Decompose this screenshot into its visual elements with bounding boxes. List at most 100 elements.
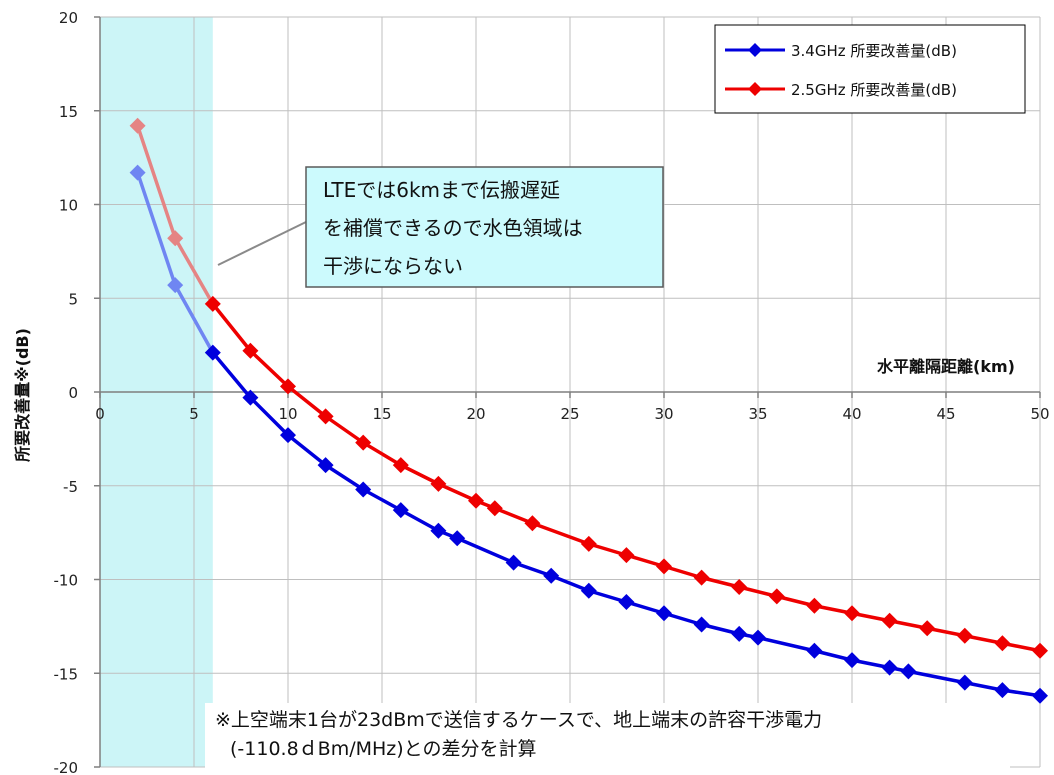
series-line-segment [173, 236, 215, 306]
series-line-segment [493, 506, 535, 525]
y-tick-label: 0 [68, 384, 78, 402]
series-line-segment [662, 611, 704, 627]
series-line-segment [323, 414, 365, 445]
data-point [693, 569, 710, 586]
data-point [355, 481, 372, 498]
data-point [129, 117, 146, 134]
data-point [317, 457, 334, 474]
x-tick-label: 20 [466, 405, 485, 423]
data-point [731, 625, 748, 642]
series-line-segment [135, 124, 177, 240]
callout-box [305, 166, 664, 288]
axes [94, 16, 1041, 768]
series-line-segment [323, 463, 365, 492]
data-point [430, 475, 447, 492]
data-point [656, 605, 672, 622]
data-point [129, 164, 146, 181]
data-point [618, 547, 635, 564]
series-line-segment [624, 553, 666, 569]
y-tick-label: 20 [59, 9, 78, 27]
data-point [430, 522, 447, 539]
footnote: ※上空端末1台が23dBmで送信するケースで、地上端末の許容干渉電力 (-110… [205, 703, 1010, 768]
series-line-segment [530, 521, 591, 546]
series-layer [129, 117, 1048, 704]
series-line-segment [906, 669, 967, 685]
data-point [731, 579, 748, 595]
y-axis-title: 所要改善量※(dB) [13, 328, 32, 462]
series-line-segment [211, 302, 253, 353]
data-point [449, 530, 466, 547]
series-line-segment [511, 560, 553, 578]
series-line-segment [135, 170, 177, 287]
x-tick-label: 30 [654, 405, 673, 423]
data-point [956, 627, 973, 644]
legend-box [714, 24, 1026, 114]
data-point [806, 642, 823, 659]
series-line-segment [399, 508, 441, 533]
series-line-segment [662, 564, 704, 580]
series-0 [129, 164, 1048, 704]
series-line-segment [549, 574, 591, 593]
data-point [900, 663, 917, 680]
data-point [505, 554, 522, 571]
x-tick-label: 40 [842, 405, 861, 423]
legend-marker-3-4ghz [748, 43, 762, 57]
callout-line-3: 干渉にならない [323, 254, 463, 278]
series-line-segment [211, 350, 253, 400]
x-axis-title: 水平離隔距離(km) [877, 357, 1015, 376]
series-line-segment [624, 600, 666, 615]
data-point [242, 342, 259, 359]
data-point [656, 558, 672, 575]
legend: 3.4GHz 所要改善量(dB) 2.5GHz 所要改善量(dB) [714, 24, 1026, 114]
data-point [280, 378, 296, 395]
y-tick-label: 10 [59, 197, 78, 215]
legend-label-3-4ghz: 3.4GHz 所要改善量(dB) [791, 42, 957, 60]
data-point [317, 408, 334, 425]
series-line-segment [399, 463, 441, 486]
x-tick-label: 15 [372, 405, 391, 423]
legend-label-2-5ghz: 2.5GHz 所要改善量(dB) [791, 81, 957, 99]
data-point [468, 492, 484, 509]
x-tick-label: 50 [1030, 405, 1049, 423]
series-line-segment [248, 349, 290, 389]
data-point [1032, 642, 1048, 659]
data-point [580, 582, 597, 599]
callout-leader-line [217, 221, 307, 266]
data-point [806, 597, 823, 614]
data-point [524, 515, 541, 532]
x-tick-label: 0 [95, 405, 105, 423]
data-point [280, 427, 296, 444]
data-point [355, 434, 372, 451]
series-line-segment [286, 433, 328, 467]
footnote-line-1: ※上空端末1台が23dBmで送信するケースで、地上端末の許容干渉電力 [215, 709, 822, 731]
data-point [204, 344, 221, 361]
data-point [486, 500, 503, 517]
callout: LTEでは6kmまで伝搬遅延 を補償できるので水色領域は 干渉にならない [217, 166, 664, 288]
data-point [881, 612, 898, 629]
data-point [844, 652, 860, 669]
series-line-segment [436, 482, 478, 503]
data-point [919, 620, 936, 637]
x-tick-label: 5 [189, 405, 199, 423]
series-line-segment [361, 440, 403, 467]
data-point [693, 616, 710, 633]
y-tick-label: -5 [63, 478, 78, 496]
series-1 [129, 117, 1048, 659]
x-tick-label: 45 [936, 405, 955, 423]
y-tick-label: 15 [59, 103, 78, 121]
series-line-segment [361, 487, 403, 512]
series-line-segment [455, 536, 516, 565]
y-tick-label: 5 [68, 290, 78, 308]
data-point [580, 535, 597, 552]
series-line-segment [587, 542, 629, 557]
series-line-segment [248, 395, 290, 437]
x-tick-label: 10 [278, 405, 297, 423]
legend-marker-2-5ghz [748, 82, 762, 96]
data-point [167, 277, 184, 294]
data-point [750, 629, 766, 646]
series-line-segment [587, 589, 629, 604]
data-point [242, 389, 259, 406]
footnote-box [205, 703, 1010, 768]
